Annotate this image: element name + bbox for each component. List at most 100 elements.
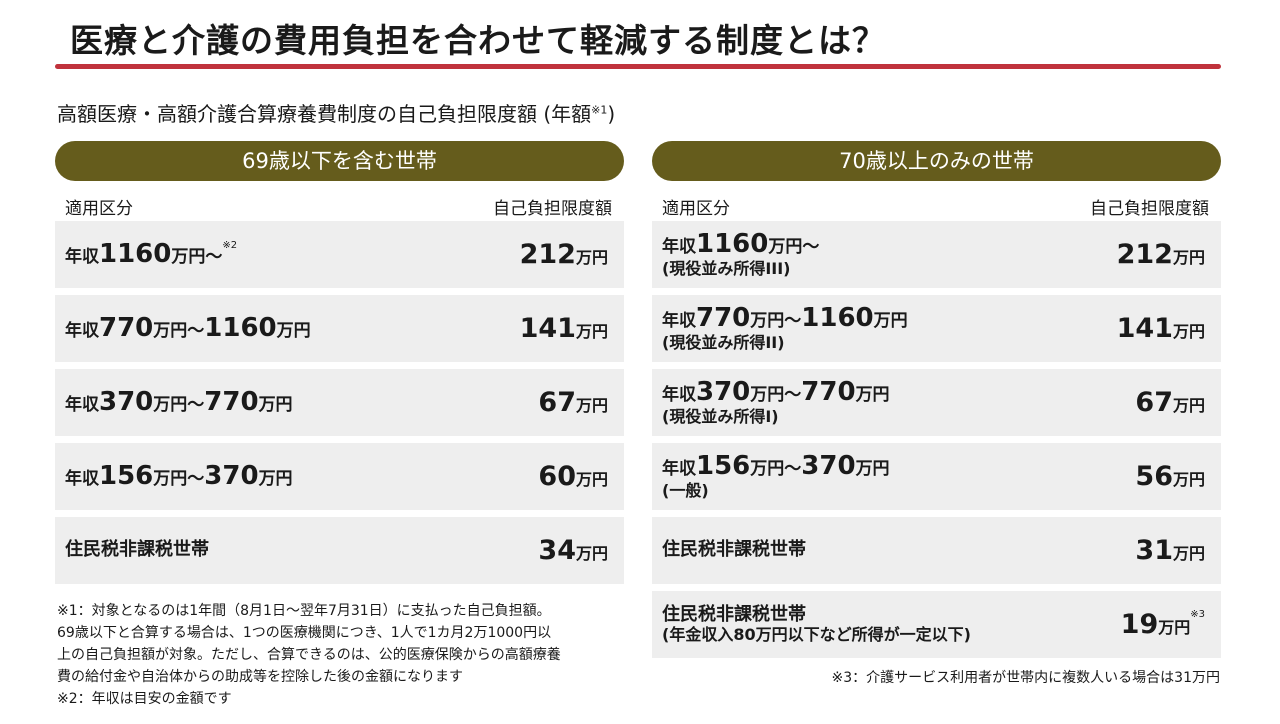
footnote-line: 上の自己負担額が対象。ただし、合算できるのは、公的医療保険からの高額療養 [57, 647, 561, 663]
limit-amount: 141万円 [1117, 313, 1205, 344]
amount-value: 141 [519, 313, 576, 344]
row-sublabel: (現役並み所得I) [662, 407, 779, 427]
table-row: 年収156万円～370万円 (一般) 56万円 [652, 443, 1221, 510]
income-range: 年収370万円～770万円 [65, 387, 293, 417]
income-range: 住民税非課税世帯 [65, 539, 209, 560]
amount-unit: 万円 [575, 544, 608, 563]
income-range: 年収1160万円～ [662, 229, 819, 259]
label-segment: 年収 [65, 468, 99, 489]
label-segment: 万円 [855, 385, 890, 406]
row-label: 年収370万円～770万円 (現役並み所得I) [662, 377, 890, 427]
section-header: 69歳以下を含む世帯 [55, 141, 624, 181]
label-segment: 770 [801, 377, 856, 408]
table-over-70: 70歳以上のみの世帯 適用区分 自己負担限度額 年収1160万円～ (現役並み所得I… [652, 141, 1221, 665]
limit-amount: 67万円 [1135, 387, 1205, 418]
row-label: 住民税非課税世帯 [662, 539, 806, 561]
amount-value: 31 [1135, 535, 1173, 566]
label-segment: 1160 [696, 229, 769, 260]
table-row: 住民税非課税世帯 34万円 [55, 517, 624, 584]
limit-amount: 141万円 [520, 313, 608, 344]
amount-note: ※3 [1190, 609, 1205, 620]
label-segment: 1160 [801, 303, 874, 334]
limit-amount: 31万円 [1135, 535, 1205, 566]
label-segment: 万円～ [153, 320, 205, 341]
row-sublabel: (現役並み所得II) [662, 333, 785, 353]
table-row: 年収1160万円～※2 212万円 [55, 221, 624, 288]
row-label: 年収370万円～770万円 [65, 387, 293, 418]
label-segment: 住民税非課税世帯 [662, 539, 806, 561]
label-segment: 年収 [65, 394, 99, 415]
amount-unit: 万円 [575, 322, 608, 341]
table-row: 住民税非課税世帯 31万円 [652, 517, 1221, 584]
income-range: 年収770万円～1160万円 [65, 313, 311, 343]
label-segment: 770 [696, 303, 751, 334]
label-segment: 1160 [99, 238, 172, 269]
label-segment: 万円～ [153, 468, 205, 489]
column-headers: 適用区分 自己負担限度額 [55, 194, 624, 221]
table-rows: 年収1160万円～※2 212万円 年収770万円～1160万円 141万円 年収370… [55, 221, 624, 584]
label-segment: 万円～ [750, 311, 802, 332]
table-subtitle: 高額医療・高額介護合算療養費制度の自己負担限度額 (年額※1) [57, 98, 615, 127]
row-sublabel: (現役並み所得III) [662, 259, 791, 279]
amount-value: 34 [538, 535, 576, 566]
label-segment: 万円～ [153, 394, 205, 415]
label-segment: 年収 [65, 246, 99, 267]
limit-amount: 34万円 [538, 535, 608, 566]
amount-unit: 万円 [1172, 544, 1205, 563]
amount-value: 67 [1135, 387, 1173, 418]
label-segment: 万円 [276, 320, 311, 341]
amount-unit: 万円 [1172, 248, 1205, 267]
amount-unit: 万円 [575, 248, 608, 267]
limit-amount: 67万円 [538, 387, 608, 418]
amount-value: 60 [538, 461, 576, 492]
income-range: 年収770万円～1160万円 [662, 303, 908, 333]
label-segment: 770 [204, 386, 259, 417]
amount-unit: 万円 [1172, 470, 1205, 489]
label-segment: 156 [696, 451, 751, 482]
row-label: 年収770万円～1160万円 (現役並み所得II) [662, 303, 908, 353]
amount-value: 56 [1135, 461, 1173, 492]
limit-amount: 56万円 [1135, 461, 1205, 492]
table-rows: 年収1160万円～ (現役並み所得III) 212万円 年収770万円～1160万円(… [652, 221, 1221, 658]
income-range: 住民税非課税世帯 [662, 604, 806, 625]
amount-value: 67 [538, 387, 576, 418]
label-segment: 万円 [855, 459, 890, 480]
label-segment: 年収 [65, 320, 99, 341]
subtitle-text: 高額医療・高額介護合算療養費制度の自己負担限度額 (年額 [57, 102, 592, 126]
column-header-category: 適用区分 [662, 199, 730, 219]
label-segment: 年収 [662, 385, 696, 406]
label-segment: 370 [801, 451, 856, 482]
table-row: 年収1160万円～ (現役並み所得III) 212万円 [652, 221, 1221, 288]
label-segment: 万円 [258, 468, 293, 489]
label-segment: 370 [204, 460, 259, 491]
column-headers: 適用区分 自己負担限度額 [652, 194, 1221, 221]
amount-value: 19 [1120, 609, 1159, 640]
amount-value: 212 [1116, 239, 1173, 270]
section-header: 70歳以上のみの世帯 [652, 141, 1221, 181]
label-segment: 万円～ [750, 459, 802, 480]
row-sublabel: (一般) [662, 481, 709, 501]
amount-value: 212 [519, 239, 576, 270]
amount-unit: 万円 [575, 470, 608, 489]
row-label: 年収1160万円～ (現役並み所得III) [662, 229, 819, 279]
subtitle-close: ) [607, 102, 616, 126]
income-range: 年収1160万円～※2 [65, 239, 237, 269]
row-label: 住民税非課税世帯 [65, 539, 209, 561]
table-under-69: 69歳以下を含む世帯 適用区分 自己負担限度額 年収1160万円～※2 212万円年… [55, 141, 624, 591]
footnote-line: 69歳以下と合算する場合は、1つの医療機関につき、1人で1カ月2万1000円以 [57, 625, 552, 641]
label-segment: 万円 [873, 311, 908, 332]
row-label: 年収1160万円～※2 [65, 239, 237, 270]
row-label: 年収156万円～370万円 (一般) [662, 451, 890, 501]
table-row: 年収370万円～770万円 67万円 [55, 369, 624, 436]
label-segment: 156 [99, 460, 154, 491]
row-label: 年収156万円～370万円 [65, 460, 293, 492]
limit-amount: 212万円 [1117, 239, 1205, 270]
label-segment: 万円 [258, 394, 293, 415]
limit-amount: 19万円※3 [1121, 609, 1205, 640]
label-segment: 370 [99, 386, 154, 417]
table-row: 年収156万円～370万円 60万円 [55, 443, 624, 510]
page-title: 医療と介護の費用負担を合わせて軽減する制度とは？ [70, 21, 886, 60]
title-underline [55, 64, 1221, 69]
row-sublabel: (年金収入80万円以下など所得が一定以下) [662, 624, 971, 644]
label-segment: 年収 [662, 311, 696, 332]
